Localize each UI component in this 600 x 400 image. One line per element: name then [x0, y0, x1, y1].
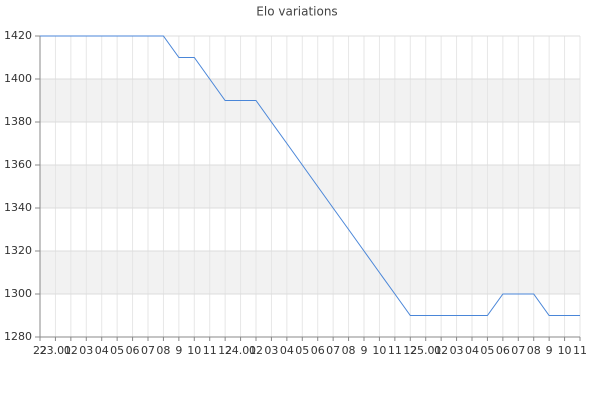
y-tick-label: 1300 [4, 287, 32, 300]
x-tick-label: 05 [480, 344, 494, 357]
x-tick-label: 06 [311, 344, 325, 357]
x-tick-label: 04 [280, 344, 294, 357]
x-tick-label: 9 [361, 344, 368, 357]
line [40, 35, 580, 316]
x-tick-label: 03 [264, 344, 278, 357]
y-tick-label: 1400 [4, 72, 32, 85]
x-tick-label: 9 [546, 344, 553, 357]
y-tick-label: 1420 [4, 29, 32, 42]
x-tick-label: 03 [79, 344, 93, 357]
x-tick-label: 24.01 [225, 344, 257, 357]
x-tick-label: 07 [141, 344, 155, 357]
y-tick-label: 1280 [4, 330, 32, 343]
x-tick-label: 12 [218, 344, 232, 357]
x-tick-label: 10 [372, 344, 386, 357]
x-tick-label: 11 [573, 344, 587, 357]
x-tick-label: 06 [126, 344, 140, 357]
x-tick-label: 08 [156, 344, 170, 357]
x-tick-label: 04 [95, 344, 109, 357]
y-tick-label: 1320 [4, 244, 32, 257]
x-tick-label: 07 [511, 344, 525, 357]
grid-band [40, 251, 580, 294]
grid-band [40, 165, 580, 208]
y-tick-label: 1340 [4, 201, 32, 214]
x-tick-label: 07 [326, 344, 340, 357]
y-tick-label: 1380 [4, 115, 32, 128]
chart-title: Elo variations [256, 5, 337, 19]
x-tick-label: 9 [175, 344, 182, 357]
x-tick-label: 05 [110, 344, 124, 357]
x-tick-label: 08 [342, 344, 356, 357]
x-tick-label: 02 [249, 344, 263, 357]
x-tick-label: 23.01 [40, 344, 72, 357]
x-tick-label: 11 [203, 344, 217, 357]
x-tick-label: 11 [388, 344, 402, 357]
y-tick-label: 1360 [4, 158, 32, 171]
x-tick-label: 12 [403, 344, 417, 357]
x-tick-label: 08 [527, 344, 541, 357]
x-tick-label: 10 [558, 344, 572, 357]
x-tick-label: 03 [450, 344, 464, 357]
x-tick-label: 25.01 [410, 344, 442, 357]
grid-band [40, 79, 580, 122]
x-tick-label: 22 [33, 344, 47, 357]
x-tick-label: 04 [465, 344, 479, 357]
x-tick-label: 10 [187, 344, 201, 357]
x-tick-label: 05 [295, 344, 309, 357]
x-tick-label: 02 [64, 344, 78, 357]
x-tick-label: 06 [496, 344, 510, 357]
x-tick-label: 02 [434, 344, 448, 357]
